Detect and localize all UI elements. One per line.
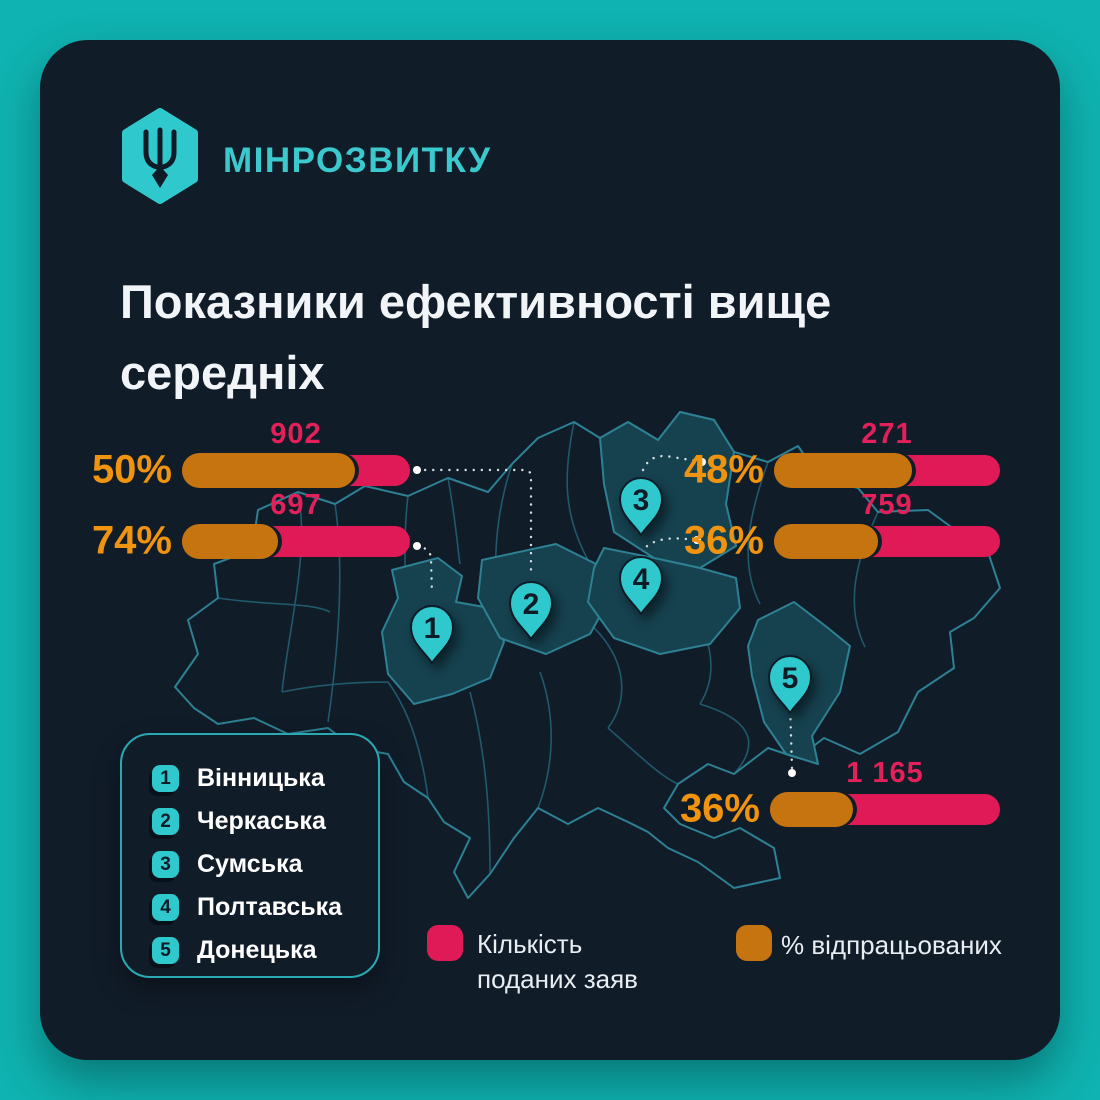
pin-number: 2 [523, 588, 540, 621]
oblast-sumska [599, 411, 737, 569]
region-legend-box: 1 Вінницька 2 Черкаська 3 Сумська 4 Полт… [120, 733, 380, 978]
applications-value: 697 [270, 489, 322, 521]
applications-value: 271 [861, 418, 913, 450]
applications-legend-label: Кількість поданих заяв [477, 927, 638, 997]
percent-label: 36% [683, 518, 764, 563]
page-title: Показники ефективності вище середніх [120, 266, 831, 408]
title-line1: Показники ефективності вище [120, 275, 832, 328]
applications-legend-line2: поданих заяв [477, 964, 638, 994]
stat-bar-poltavska: 759 36% [684, 489, 1000, 562]
applications-value: 759 [861, 489, 913, 521]
region-legend-item-5: 5 Донецька [152, 929, 378, 972]
percent-label: 50% [91, 447, 172, 492]
stat-bar-donetska: 1 165 36% [680, 757, 1000, 830]
pin-number: 3 [633, 484, 650, 517]
processed-legend-label: % відпрацьованих [781, 930, 1002, 960]
applications-bar [770, 792, 1000, 827]
applications-value: 1 165 [846, 757, 924, 789]
applications-legend-line1: Кількість [477, 929, 583, 959]
region-legend-item-1: 1 Вінницька [152, 757, 378, 800]
applications-bar [774, 524, 1000, 559]
region-name: Полтавська [197, 893, 343, 921]
region-number-badge: 4 [152, 894, 179, 921]
region-name: Донецька [197, 936, 317, 964]
applications-bar [774, 453, 1000, 488]
applications-bar [182, 453, 410, 488]
region-legend-item-4: 4 Полтавська [152, 886, 378, 929]
percent-label: 36% [679, 786, 760, 831]
map-pin-2: 2 [508, 581, 554, 641]
region-number-badge: 5 [152, 937, 179, 964]
processed-bar-fill [774, 524, 878, 559]
applications-value: 902 [270, 418, 322, 450]
region-legend-item-2: 2 Черкаська [152, 800, 378, 843]
region-number-badge: 2 [152, 808, 179, 835]
region-name: Черкаська [197, 807, 326, 835]
processed-bar-fill [770, 792, 853, 827]
applications-color-swatch [427, 925, 463, 961]
title-line2: середніх [120, 346, 325, 399]
percent-label: 48% [683, 447, 764, 492]
region-number-badge: 1 [152, 765, 179, 792]
region-number-badge: 3 [152, 851, 179, 878]
region-name: Вінницька [197, 764, 325, 792]
trident-base [152, 166, 168, 188]
map-pin-5: 5 [767, 655, 813, 715]
stat-bar-vinnytska: 697 74% [92, 489, 410, 562]
processed-bar-fill [182, 524, 278, 559]
percent-label: 74% [91, 518, 172, 563]
map-pin-3: 3 [618, 477, 664, 537]
processed-bar-fill [182, 453, 356, 488]
processed-bar-fill [774, 453, 912, 488]
region-name: Сумська [197, 850, 303, 878]
stat-bar-sumska: 271 48% [684, 418, 1000, 491]
map-pin-1: 1 [409, 605, 455, 665]
pin-number: 5 [782, 662, 799, 695]
pin-number: 4 [633, 563, 650, 596]
logo-wordmark: МІНРОЗВИТКУ [223, 141, 492, 180]
applications-bar [182, 524, 410, 559]
region-legend-item-3: 3 Сумська [152, 843, 378, 886]
stat-bar-cherkaska: 902 50% [92, 418, 410, 491]
pin-number: 1 [424, 612, 441, 645]
map-pin-4: 4 [618, 556, 664, 616]
processed-color-swatch [736, 925, 772, 961]
trident-hexagon-icon [122, 108, 198, 204]
